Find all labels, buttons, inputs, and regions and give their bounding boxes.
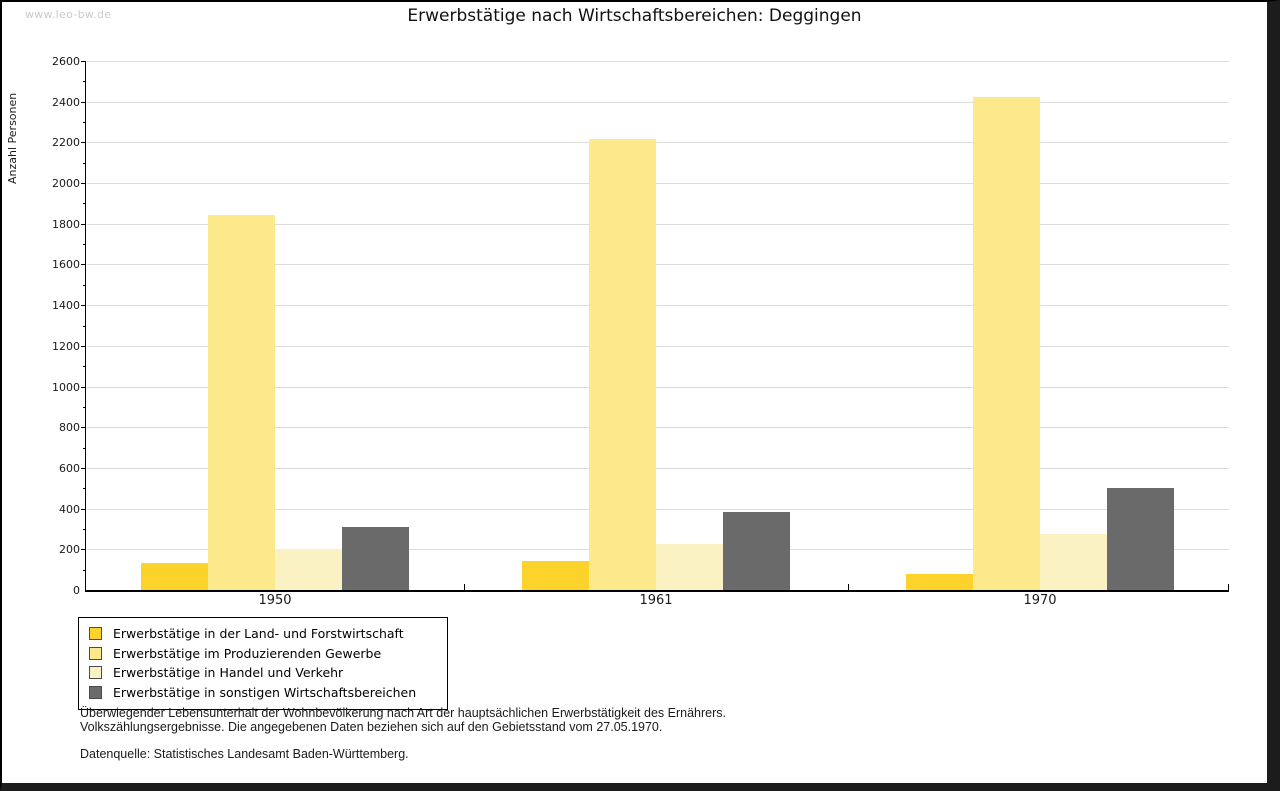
y-tick bbox=[81, 305, 86, 307]
gridline bbox=[87, 345, 1229, 347]
y-tick-minor bbox=[83, 406, 86, 408]
y-tick bbox=[81, 386, 86, 388]
legend: Erwerbstätige in der Land- und Forstwirt… bbox=[78, 617, 448, 710]
bar-1950-series-2 bbox=[208, 214, 275, 590]
gridline bbox=[87, 223, 1229, 225]
y-tick bbox=[81, 264, 86, 266]
legend-swatch bbox=[89, 666, 102, 680]
y-tick-label: 400 bbox=[59, 502, 80, 516]
bar-1970-series-2 bbox=[973, 96, 1040, 590]
y-tick bbox=[81, 183, 86, 185]
y-tick bbox=[81, 549, 86, 551]
bar-1961-series-2 bbox=[589, 139, 656, 590]
gridline bbox=[87, 264, 1229, 266]
x-axis-tick bbox=[1228, 584, 1229, 590]
y-tick-minor bbox=[83, 569, 86, 571]
gridline bbox=[87, 305, 1229, 307]
legend-swatch bbox=[89, 685, 102, 699]
legend-item: Erwerbstätige in Handel und Verkehr bbox=[89, 663, 437, 683]
y-tick-minor bbox=[83, 447, 86, 449]
x-tick-label: 1970 bbox=[1023, 593, 1057, 608]
bar-1961-series-1 bbox=[522, 560, 589, 590]
legend-swatch bbox=[89, 646, 102, 660]
bar-1950-series-1 bbox=[141, 562, 208, 590]
y-tick-minor bbox=[83, 488, 86, 490]
legend-label: Erwerbstätige in sonstigen Wirtschaftsbe… bbox=[113, 684, 417, 700]
y-tick bbox=[81, 467, 86, 469]
legend-swatch bbox=[89, 627, 102, 641]
y-tick bbox=[81, 61, 86, 62]
legend-label: Erwerbstätige in Handel und Verkehr bbox=[113, 665, 344, 681]
bar-1961-series-4 bbox=[723, 511, 790, 590]
y-tick-label: 1800 bbox=[52, 217, 80, 231]
legend-item: Erwerbstätige im Produzierenden Gewerbe bbox=[89, 644, 437, 664]
plot-area: 200 400 600 800 1000 1200 1400 1600 1800 2000 2200… bbox=[52, 55, 1229, 608]
bar-1961-series-3 bbox=[656, 544, 723, 590]
y-tick-label: 200 bbox=[59, 543, 80, 557]
x-axis-tick bbox=[848, 584, 849, 590]
y-tick-label: 1000 bbox=[52, 380, 80, 394]
gridline bbox=[87, 183, 1229, 185]
gridline bbox=[87, 427, 1229, 429]
chart-title: Erwerbstätige nach Wirtschaftsbereichen:… bbox=[407, 6, 862, 26]
bar-1970-series-3 bbox=[1040, 534, 1107, 590]
gridline bbox=[87, 508, 1229, 510]
y-tick-label: 2600 bbox=[52, 55, 80, 68]
x-axis-tick bbox=[464, 584, 465, 590]
watermark: www.leo-bw.de bbox=[25, 8, 112, 21]
legend-label: Erwerbstätige in der Land- und Forstwirt… bbox=[113, 626, 404, 642]
y-tick bbox=[81, 345, 86, 347]
y-tick-minor bbox=[83, 325, 86, 327]
bar-1950-series-4 bbox=[342, 526, 409, 590]
y-tick-minor bbox=[83, 244, 86, 246]
y-tick bbox=[81, 223, 86, 225]
y-axis-title: Anzahl Personen bbox=[6, 92, 19, 184]
legend-item: Erwerbstätige in der Land- und Forstwirt… bbox=[89, 624, 437, 644]
gridline bbox=[87, 61, 1229, 62]
footnote-line-1: Überwiegender Lebensunterhalt der Wohnbe… bbox=[80, 706, 726, 720]
y-tick-minor bbox=[83, 284, 86, 286]
y-tick-label: 2200 bbox=[52, 136, 80, 150]
legend-label: Erwerbstätige im Produzierenden Gewerbe bbox=[113, 645, 382, 661]
bar-1970-series-4 bbox=[1107, 488, 1174, 590]
footnote-line-2: Volkszählungsergebnisse. Die angegebenen… bbox=[80, 720, 663, 734]
x-tick-label: 1961 bbox=[639, 593, 673, 608]
y-tick-minor bbox=[83, 122, 86, 124]
gridline bbox=[87, 386, 1229, 388]
bar-1970-series-1 bbox=[906, 573, 973, 590]
y-tick-label: 0 bbox=[73, 584, 80, 597]
x-tick-label: 1950 bbox=[258, 593, 292, 608]
y-tick bbox=[81, 142, 86, 144]
y-tick-label: 1200 bbox=[52, 339, 80, 353]
y-tick bbox=[81, 508, 86, 510]
y-tick-minor bbox=[83, 203, 86, 205]
y-tick-minor bbox=[83, 162, 86, 164]
y-tick-label: 2400 bbox=[52, 95, 80, 109]
data-source: Datenquelle: Statistisches Landesamt Bad… bbox=[80, 747, 409, 761]
legend-item: Erwerbstätige in sonstigen Wirtschaftsbe… bbox=[89, 683, 437, 703]
gridline bbox=[87, 142, 1229, 144]
footnotes: Überwiegender Lebensunterhalt der Wohnbe… bbox=[80, 706, 726, 761]
bar-1950-series-3 bbox=[275, 549, 342, 590]
y-tick-label: 600 bbox=[59, 461, 80, 475]
gridline bbox=[87, 101, 1229, 103]
y-tick-label: 800 bbox=[59, 421, 80, 435]
y-tick-label: 2000 bbox=[52, 177, 80, 191]
y-tick bbox=[81, 427, 86, 429]
y-tick-minor bbox=[83, 528, 86, 530]
y-tick-label: 1600 bbox=[52, 258, 80, 272]
y-tick-label: 1400 bbox=[52, 299, 80, 313]
y-tick-minor bbox=[83, 366, 86, 368]
y-tick bbox=[81, 101, 86, 103]
y-tick-minor bbox=[83, 81, 86, 83]
gridline bbox=[87, 467, 1229, 469]
